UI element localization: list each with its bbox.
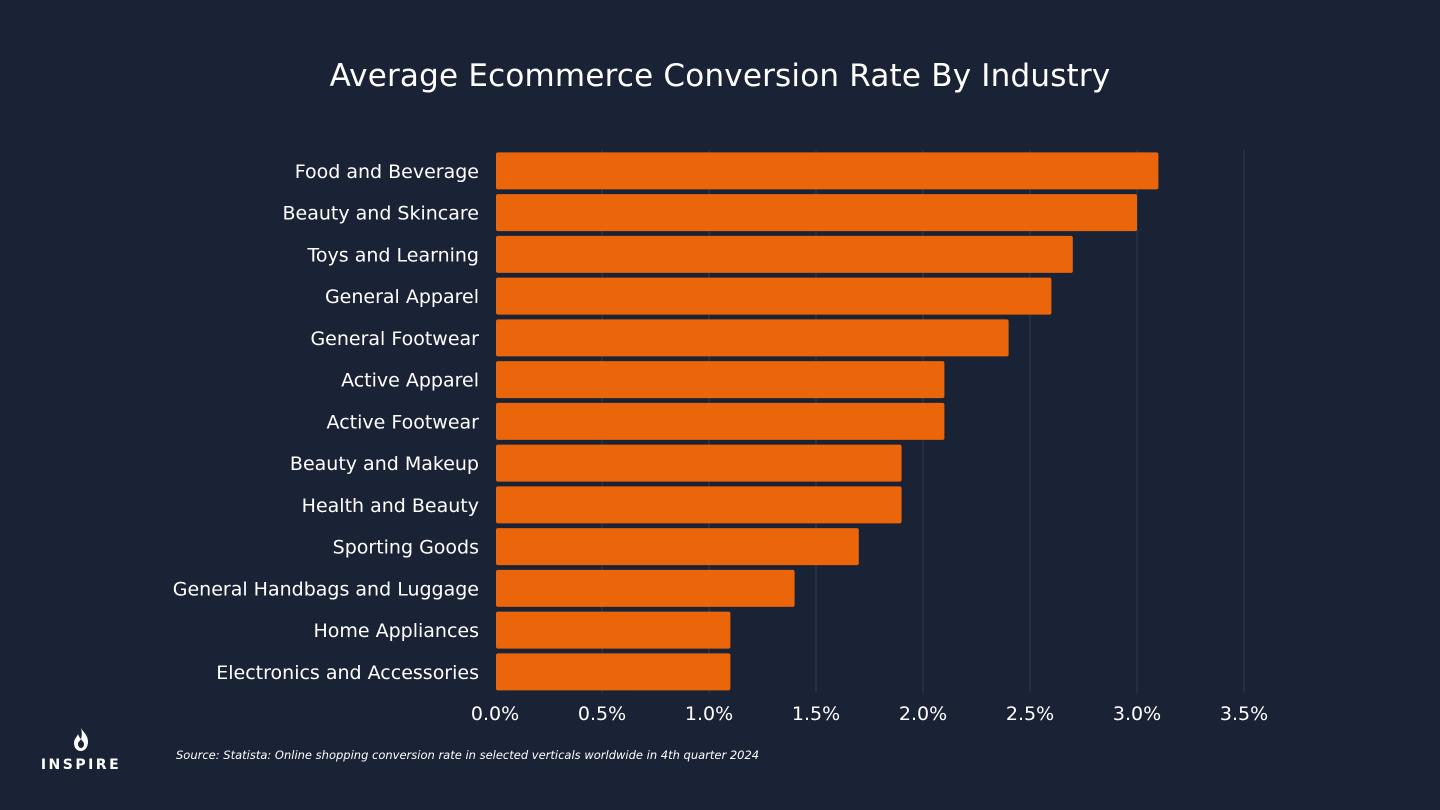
category-label: Toys and Learning: [307, 244, 479, 266]
source-note: Source: Statista: Online shopping conver…: [176, 748, 760, 762]
x-axis-tick-labels: 0.0% 0.5% 1.0% 1.5% 2.0% 2.5% 3.0% 3.5%: [471, 703, 1268, 725]
category-label: Beauty and Skincare: [283, 203, 480, 225]
category-label: Active Footwear: [327, 411, 480, 433]
category-label: General Apparel: [325, 286, 479, 308]
category-label: General Handbags and Luggage: [173, 578, 479, 600]
x-tick-label: 1.5%: [792, 703, 840, 725]
bar: [496, 194, 1137, 232]
bar: [496, 653, 731, 691]
bar: [496, 569, 795, 607]
bar: [496, 402, 945, 440]
bar: [496, 444, 902, 482]
bar: [496, 361, 945, 399]
x-tick-label: 3.5%: [1220, 703, 1268, 725]
bar: [496, 152, 1159, 190]
x-tick-label: 3.0%: [1113, 703, 1161, 725]
category-labels: Food and Beverage Beauty and Skincare Toys…: [173, 161, 479, 684]
bar: [496, 319, 1009, 357]
x-tick-label: 0.5%: [578, 703, 626, 725]
category-label: Home Appliances: [313, 620, 479, 642]
category-label: General Footwear: [310, 328, 479, 350]
category-label: Sporting Goods: [333, 537, 479, 559]
x-tick-label: 0.0%: [471, 703, 519, 725]
flame-icon: [74, 728, 88, 751]
x-tick-label: 2.5%: [1006, 703, 1054, 725]
brand-name: INSPIRE: [40, 757, 122, 773]
bar: [496, 486, 902, 524]
bars: [496, 152, 1159, 691]
inspire-logo: INSPIRE: [40, 727, 122, 777]
category-label: Active Apparel: [341, 370, 479, 392]
bar: [496, 528, 859, 566]
bar: [496, 277, 1052, 315]
category-label: Electronics and Accessories: [216, 662, 479, 684]
bar: [496, 235, 1073, 273]
chart-title: Average Ecommerce Conversion Rate By Ind…: [329, 58, 1111, 94]
category-label: Beauty and Makeup: [290, 453, 479, 475]
category-label: Health and Beauty: [302, 495, 479, 517]
bar: [496, 611, 731, 649]
x-tick-label: 1.0%: [685, 703, 733, 725]
category-label: Food and Beverage: [295, 161, 479, 183]
x-tick-label: 2.0%: [899, 703, 947, 725]
